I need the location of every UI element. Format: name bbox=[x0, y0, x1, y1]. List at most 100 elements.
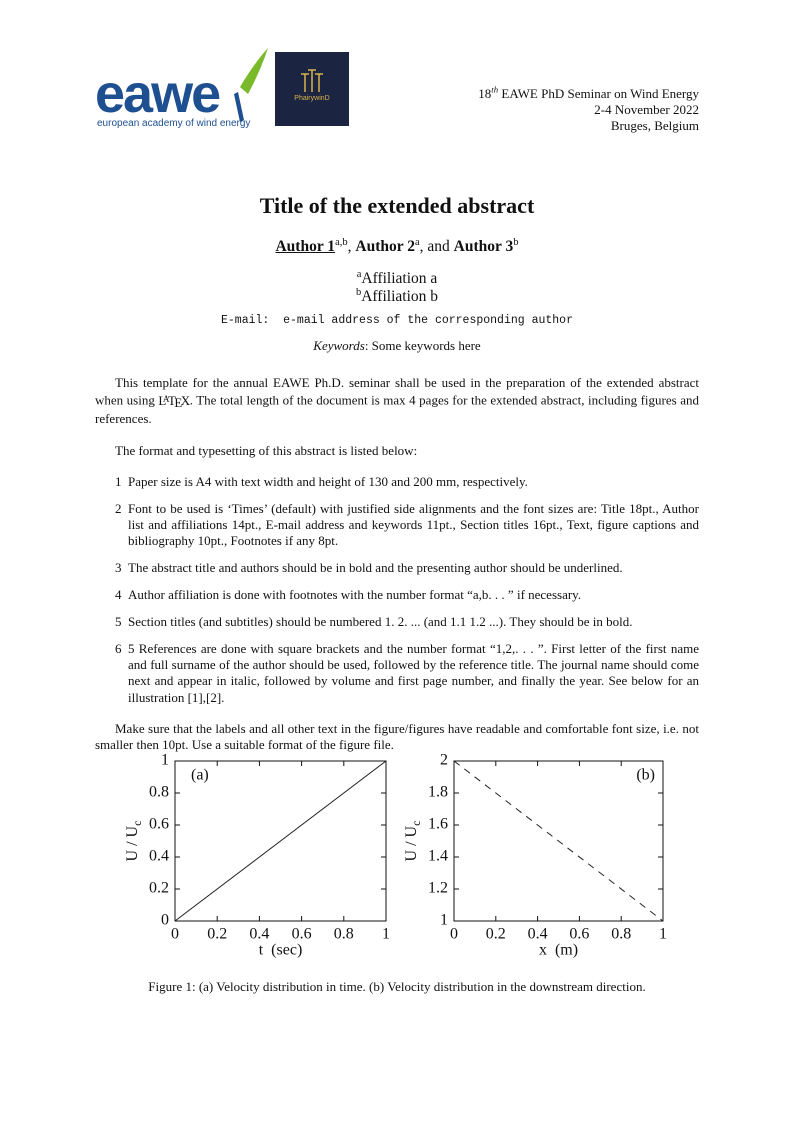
axes-frame bbox=[453, 760, 664, 922]
x-tick-label: 0.8 bbox=[611, 926, 631, 943]
author-sup: a bbox=[414, 236, 420, 248]
email: E-mail: e-mail address of the correspond… bbox=[0, 314, 794, 327]
x-tick-label: 0 bbox=[450, 926, 458, 943]
list-number: 2 bbox=[115, 500, 122, 516]
latex-l: L bbox=[158, 392, 166, 408]
y-tick-label: 0.8 bbox=[149, 784, 169, 801]
x-tick-label: 0.4 bbox=[249, 926, 269, 943]
y-tick-label: 1 bbox=[161, 752, 169, 769]
list-text: 5 References are done with square bracke… bbox=[128, 640, 699, 705]
author-sep: , and bbox=[419, 238, 454, 255]
logo-blade bbox=[234, 92, 244, 122]
x-tick-label: 0.2 bbox=[486, 926, 506, 943]
y-tick-label: 1.8 bbox=[428, 784, 448, 801]
latex-x: X bbox=[180, 392, 190, 408]
list-number: 6 bbox=[115, 640, 122, 656]
data-line bbox=[174, 760, 387, 922]
figure-caption: Figure 1: (a) Velocity distribution in t… bbox=[148, 979, 646, 994]
latex-e: E bbox=[174, 395, 182, 411]
partner-logo-text: PhairywinD bbox=[294, 95, 329, 102]
x-tick-label: 0.2 bbox=[207, 926, 227, 943]
y-axis-label-main: U / U bbox=[403, 825, 420, 861]
partner-logo: PhairywinD bbox=[275, 52, 349, 126]
data-line bbox=[453, 760, 664, 922]
list-number: 4 bbox=[115, 587, 122, 603]
author-name: Author 3 bbox=[453, 238, 514, 255]
y-tick-label: 0.4 bbox=[149, 848, 169, 865]
panel-annotation: (b) bbox=[636, 767, 655, 784]
list-text: Font to be used is ‘Times’ (default) wit… bbox=[128, 500, 699, 549]
x-axis-label: t (sec) bbox=[259, 942, 303, 959]
y-axis-label-main: U / U bbox=[124, 825, 141, 861]
y-axis-label-sub: c bbox=[409, 821, 423, 826]
y-tick-label: 0.2 bbox=[149, 880, 169, 897]
affiliation: aAffiliation a bbox=[0, 268, 794, 288]
list-number: 3 bbox=[115, 560, 122, 576]
seminar-number: 18 bbox=[478, 86, 492, 101]
author-sep: , bbox=[347, 238, 356, 255]
x-tick-label: 0.4 bbox=[528, 926, 548, 943]
affiliation-sup: a bbox=[356, 268, 362, 280]
list-item: 5 Section titles (and subtitles) should b… bbox=[95, 614, 699, 630]
seminar-info: 18th EAWE PhD Seminar on Wind Energy 2-4… bbox=[478, 85, 699, 134]
list-item: 3 The abstract title and authors should b… bbox=[95, 560, 699, 576]
y-axis-label: U / Uc bbox=[403, 821, 423, 862]
x-tick-label: 0 bbox=[171, 926, 179, 943]
partner-logo-icon bbox=[301, 69, 323, 92]
intro-after: . The total length of the document is ma… bbox=[95, 392, 699, 427]
affiliation: bAffiliation b bbox=[0, 286, 794, 306]
seminar-dates: 2-4 November 2022 bbox=[594, 102, 699, 117]
affiliation-text: Affiliation a bbox=[361, 270, 438, 287]
title: Title of the extended abstract bbox=[259, 193, 535, 218]
eawe-logo: eawe european academy of wind energy bbox=[95, 48, 268, 129]
panel-annotation: (a) bbox=[191, 767, 209, 784]
keywords-text: : Some keywords here bbox=[364, 338, 481, 353]
format-list: 1 Paper size is A4 with text width and he… bbox=[95, 474, 699, 706]
y-tick-label: 1.6 bbox=[428, 816, 448, 833]
y-axis-label: U / Uc bbox=[124, 821, 144, 862]
x-tick-label: 1 bbox=[659, 926, 667, 943]
list-text: The abstract title and authors should be… bbox=[128, 560, 623, 576]
logo-tagline: european academy of wind energy bbox=[97, 118, 250, 129]
keywords-label: Keywords bbox=[313, 338, 365, 353]
seminar-location: Bruges, Belgium bbox=[610, 118, 699, 133]
list-item: 4 Author affiliation is done with footnot… bbox=[95, 587, 699, 603]
list-text: Section titles (and subtitles) should be… bbox=[128, 613, 633, 629]
affiliations: aAffiliation a bAffiliation b bbox=[0, 268, 794, 306]
author-sup: a,b bbox=[335, 236, 348, 248]
list-number: 1 bbox=[115, 474, 122, 490]
axes-frame bbox=[174, 760, 387, 922]
y-tick-label: 1.4 bbox=[428, 848, 448, 865]
affiliation-sup: b bbox=[355, 286, 362, 298]
email-text: e-mail address of the corresponding auth… bbox=[283, 314, 573, 327]
author-name: Author 2 bbox=[355, 238, 415, 255]
y-tick-label: 0 bbox=[161, 912, 169, 929]
y-axis-label-sub: c bbox=[130, 821, 144, 826]
y-tick-label: 1.2 bbox=[428, 880, 448, 897]
body: This template for the annual EAWE Ph.D. … bbox=[95, 375, 699, 768]
authors: Author 1a,b, Author 2a, and Author 3b bbox=[0, 236, 794, 256]
x-axis-label: x (m) bbox=[539, 942, 578, 959]
x-tick-label: 1 bbox=[382, 926, 390, 943]
seminar-name: EAWE PhD Seminar on Wind Energy bbox=[498, 86, 699, 101]
logo-text: eawe bbox=[95, 64, 220, 124]
closing: Make sure that the labels and all other … bbox=[95, 720, 699, 753]
x-tick-label: 0.6 bbox=[292, 926, 312, 943]
author-sup: b bbox=[513, 236, 519, 248]
seminar-line: 18th EAWE PhD Seminar on Wind Energy bbox=[478, 85, 699, 102]
y-tick-label: 0.6 bbox=[149, 816, 169, 833]
intro: This template for the annual EAWE Ph.D. … bbox=[95, 375, 699, 428]
intro-before: This template for the annual EAWE Ph.D. … bbox=[95, 375, 699, 408]
keywords: Keywords: Some keywords here bbox=[0, 338, 794, 354]
affiliation-text: Affiliation b bbox=[361, 288, 439, 305]
latex-logo: LATEX bbox=[158, 392, 190, 411]
latex-a: A bbox=[162, 394, 170, 405]
latex-t: T bbox=[167, 392, 176, 408]
author-name: Author 1 bbox=[275, 238, 336, 255]
x-tick-label: 0.8 bbox=[334, 926, 354, 943]
y-tick-label: 2 bbox=[440, 752, 448, 769]
figure: 0 0.2 0.4 0.6 0.8 100.20.40.60.81t (sec)U / U… bbox=[124, 752, 667, 959]
y-tick-label: 1 bbox=[440, 912, 448, 929]
list-text: Author affiliation is done with footnote… bbox=[128, 587, 582, 603]
